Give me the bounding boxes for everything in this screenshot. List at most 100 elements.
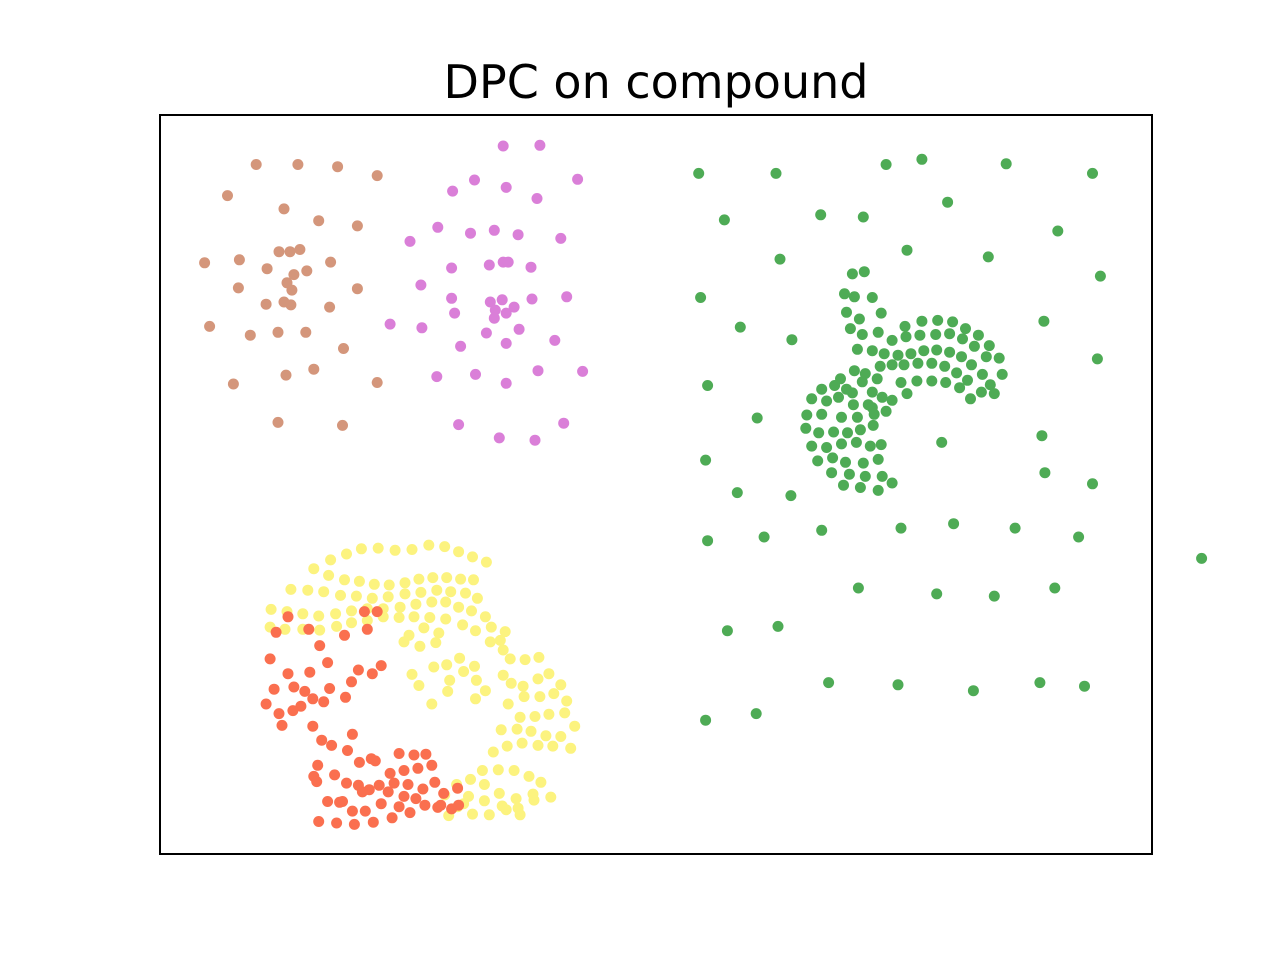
data-point: [853, 313, 865, 325]
data-point: [488, 312, 500, 324]
data-point: [750, 708, 762, 720]
data-point: [901, 244, 913, 256]
data-point: [382, 591, 394, 603]
data-point: [806, 440, 818, 452]
data-point: [404, 807, 416, 819]
data-point: [942, 196, 954, 208]
data-point: [470, 693, 481, 705]
data-point: [700, 714, 712, 726]
data-point: [323, 569, 335, 581]
data-point: [427, 572, 439, 584]
data-point: [899, 320, 911, 332]
data-point: [508, 301, 520, 313]
data-point: [414, 640, 426, 652]
data-point: [851, 411, 863, 423]
data-point: [1094, 270, 1106, 282]
data-point: [465, 773, 476, 785]
data-point: [931, 344, 943, 356]
data-point: [308, 563, 320, 575]
data-point: [455, 573, 467, 585]
data-point: [412, 762, 424, 774]
data-point: [868, 408, 880, 420]
data-point: [514, 809, 526, 821]
data-point: [944, 328, 956, 340]
data-point: [480, 327, 492, 339]
data-point: [833, 391, 844, 403]
data-point: [827, 452, 839, 464]
data-point: [373, 779, 385, 791]
data-point: [980, 351, 992, 363]
data-point: [1000, 158, 1012, 170]
data-point: [1091, 353, 1103, 365]
data-point: [944, 346, 956, 358]
data-point: [502, 698, 514, 710]
data-point: [972, 329, 984, 341]
data-point: [561, 291, 573, 303]
data-point: [836, 411, 847, 423]
data-point: [693, 167, 705, 179]
data-point: [815, 209, 827, 221]
data-point: [418, 622, 430, 634]
data-point: [951, 367, 963, 379]
data-point: [361, 623, 373, 635]
data-point: [940, 377, 952, 388]
data-point: [440, 596, 452, 608]
cluster-1: [199, 159, 383, 431]
data-point: [393, 612, 405, 623]
data-point: [1196, 552, 1208, 564]
data-point: [504, 653, 516, 665]
data-point: [529, 434, 541, 446]
cluster-4: [264, 539, 581, 822]
data-point: [702, 380, 714, 391]
data-point: [324, 301, 336, 313]
data-point: [806, 393, 818, 405]
data-point: [366, 592, 378, 604]
data-point: [444, 674, 456, 686]
data-point: [572, 173, 584, 185]
data-point: [821, 442, 833, 453]
data-point: [493, 787, 505, 799]
data-point: [526, 293, 538, 305]
data-point: [975, 386, 987, 398]
data-point: [772, 620, 784, 632]
data-point: [926, 357, 938, 369]
data-point: [1039, 467, 1051, 479]
data-point: [322, 657, 334, 669]
data-point: [847, 399, 859, 411]
data-point: [880, 159, 892, 170]
data-point: [393, 748, 405, 759]
data-point: [813, 427, 825, 439]
data-point: [331, 620, 343, 632]
data-point: [519, 654, 531, 666]
data-point: [916, 315, 928, 327]
data-point: [871, 373, 883, 385]
data-point: [960, 323, 971, 335]
data-point: [852, 582, 864, 594]
data-point: [244, 329, 256, 341]
data-point: [993, 352, 1005, 364]
data-point: [326, 739, 338, 751]
data-point: [495, 724, 507, 736]
data-point: [285, 299, 297, 311]
data-point: [500, 804, 512, 816]
data-point: [569, 720, 581, 732]
data-point: [695, 292, 707, 303]
data-point: [785, 490, 797, 502]
data-point: [898, 359, 910, 371]
data-point: [479, 685, 491, 697]
data-point: [1009, 522, 1021, 534]
data-point: [413, 680, 425, 691]
data-point: [965, 393, 976, 405]
data-point: [841, 306, 852, 318]
data-point: [886, 359, 898, 371]
data-point: [453, 546, 465, 558]
data-point: [555, 679, 567, 691]
data-point: [854, 482, 866, 493]
data-point: [204, 320, 216, 332]
data-point: [872, 484, 884, 496]
data-point: [372, 542, 384, 554]
data-point: [497, 669, 509, 681]
data-point: [330, 608, 342, 620]
data-point: [517, 680, 529, 692]
data-point: [433, 627, 445, 639]
